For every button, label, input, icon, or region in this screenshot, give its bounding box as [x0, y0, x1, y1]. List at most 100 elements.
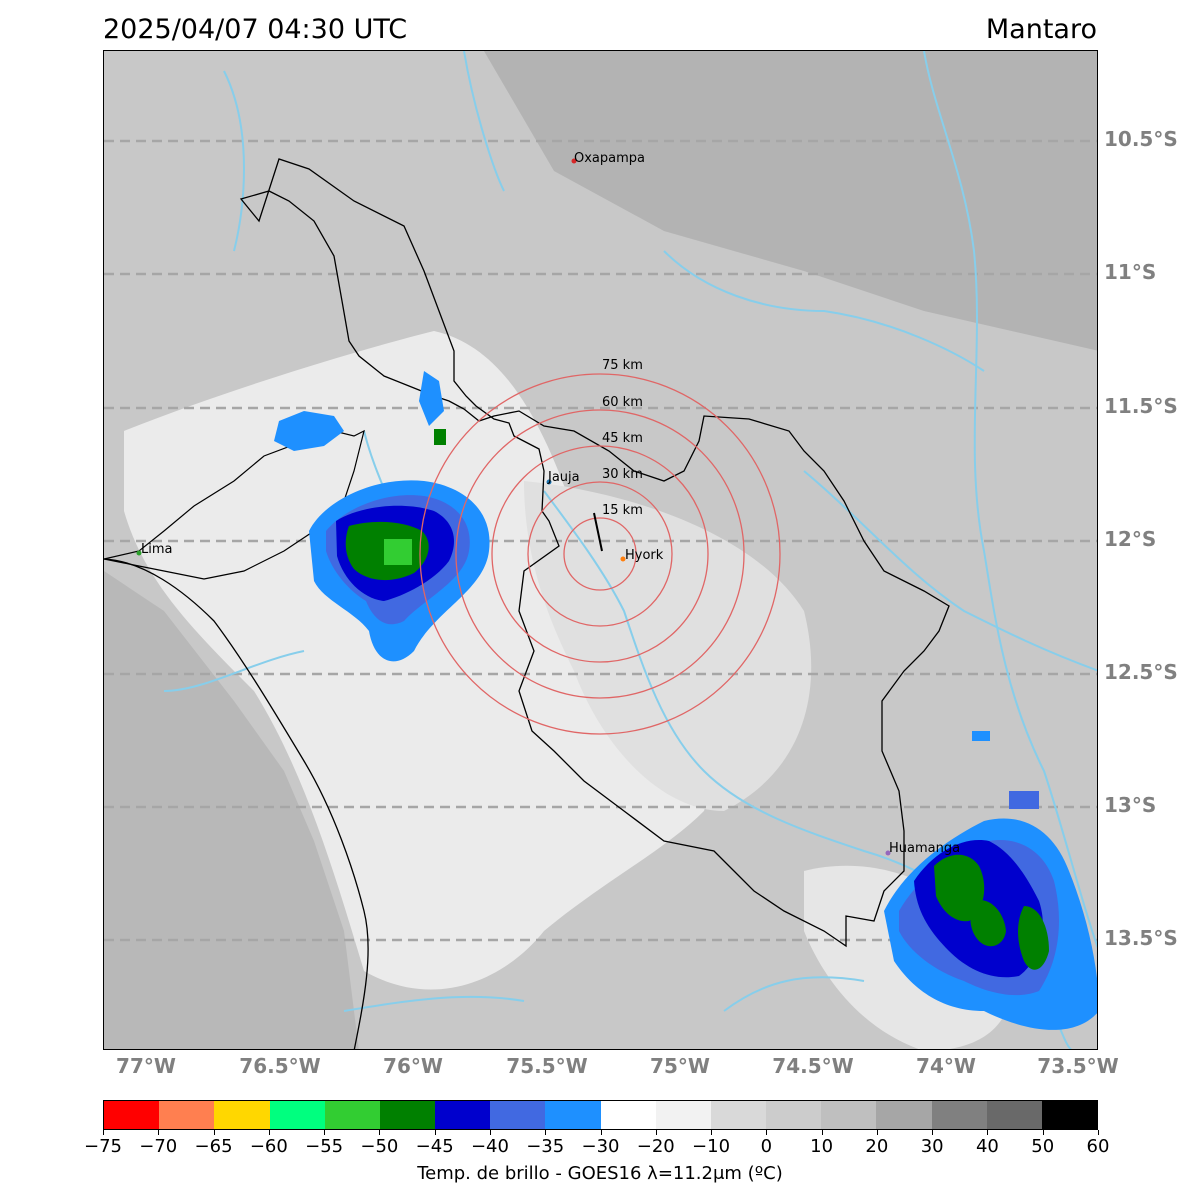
colorbar-segment — [821, 1101, 877, 1129]
ring-label-30km: 30 km — [602, 467, 643, 482]
colorbar-segment — [1041, 1101, 1098, 1129]
map-panel: 15 km 30 km 45 km 60 km 75 km Oxapampa J… — [103, 50, 1098, 1050]
cold-cloud-cluster-west — [274, 371, 490, 662]
colorbar-tick-mark — [489, 1130, 491, 1135]
colorbar-tick-label: −30 — [581, 1136, 620, 1157]
city-marker-jauja — [546, 479, 552, 485]
colorbar-tick-mark — [876, 1130, 878, 1135]
lon-label-74w: 74°W — [916, 1054, 976, 1078]
lima-region-outline — [104, 429, 365, 580]
lat-label-11s: 11°S — [1104, 260, 1157, 284]
colorbar-tick-label: −45 — [415, 1136, 454, 1157]
colorbar-tick-label: −40 — [470, 1136, 509, 1157]
city-label-hyork: Hyork — [625, 548, 664, 563]
colorbar-segment — [986, 1101, 1042, 1129]
city-marker-lima — [136, 550, 142, 556]
colorbar-tick-label: 60 — [1086, 1136, 1110, 1157]
colorbar-tick-mark — [158, 1130, 160, 1135]
lat-label-12-5s: 12.5°S — [1104, 660, 1178, 684]
colorbar-segment — [159, 1101, 215, 1129]
lat-label-13s: 13°S — [1104, 793, 1157, 817]
colorbar-tick-mark — [655, 1130, 657, 1135]
lon-label-76w: 76°W — [383, 1054, 443, 1078]
city-marker-hyork — [620, 556, 626, 562]
satellite-map: 15 km 30 km 45 km 60 km 75 km Oxapampa J… — [104, 51, 1097, 1049]
colorbar-tick-mark — [545, 1130, 547, 1135]
lat-label-11-5s: 11.5°S — [1104, 394, 1178, 418]
city-label-huamanga: Huamanga — [889, 841, 960, 856]
colorbar-tick-mark — [711, 1130, 713, 1135]
colorbar-tick-mark — [987, 1130, 989, 1135]
radar-beam-line — [593, 512, 603, 552]
city-marker-huamanga — [885, 850, 891, 856]
lat-gridlines — [104, 139, 1097, 942]
coastline — [104, 558, 369, 1049]
lon-label-77w: 77°W — [116, 1054, 176, 1078]
colorbar-segment — [269, 1101, 325, 1129]
cold-cloud-cluster-southeast — [884, 731, 1097, 1030]
colorbar-segment — [655, 1101, 711, 1129]
colorbar-tick-label: −20 — [636, 1136, 675, 1157]
lat-label-13-5s: 13.5°S — [1104, 926, 1178, 950]
colorbar-tick-label: −65 — [194, 1136, 233, 1157]
colorbar-tick-label: −35 — [526, 1136, 565, 1157]
colorbar-segment — [710, 1101, 767, 1129]
colorbar-segment — [876, 1101, 932, 1129]
lon-label-73-5w: 73.5°W — [1037, 1054, 1119, 1078]
colorbar-tick-mark — [1042, 1130, 1044, 1135]
map-timestamp: 2025/04/07 04:30 UTC — [103, 14, 408, 45]
colorbar-tick-label: 0 — [760, 1136, 773, 1157]
colorbar-tick-mark — [600, 1130, 602, 1135]
colorbar-segment — [600, 1101, 656, 1129]
colorbar-tick-label: −10 — [692, 1136, 731, 1157]
colorbar-tick-mark — [213, 1130, 215, 1135]
temperature-colorbar — [103, 1100, 1098, 1130]
ring-label-60km: 60 km — [602, 395, 643, 410]
colorbar-tick-mark — [434, 1130, 436, 1135]
colorbar-tick-mark — [766, 1130, 768, 1135]
colorbar-tick-label: 10 — [810, 1136, 834, 1157]
colorbar-segment — [324, 1101, 380, 1129]
colorbar-tick-mark — [103, 1130, 104, 1135]
colorbar-segment — [104, 1101, 160, 1129]
colorbar-tick-label: 30 — [920, 1136, 944, 1157]
city-label-oxapampa: Oxapampa — [574, 151, 645, 166]
colorbar-tick-mark — [932, 1130, 934, 1135]
ring-label-15km: 15 km — [602, 503, 643, 518]
colorbar-segment — [490, 1101, 546, 1129]
colorbar-tick-mark — [379, 1130, 381, 1135]
colorbar-tick-label: −75 — [84, 1136, 122, 1157]
colorbar-segment — [214, 1101, 270, 1129]
range-rings — [419, 373, 781, 735]
colorbar-tick-mark — [1098, 1130, 1099, 1135]
colorbar-tick-label: 40 — [975, 1136, 999, 1157]
colorbar-segment — [379, 1101, 436, 1129]
mantaro-basin-outline — [239, 158, 950, 948]
colorbar-tick-label: 20 — [865, 1136, 889, 1157]
colorbar-segment — [931, 1101, 987, 1129]
colorbar-tick-mark — [324, 1130, 326, 1135]
colorbar-tick-label: −70 — [139, 1136, 178, 1157]
colorbar-label: Temp. de brillo - GOES16 λ=11.2μm (ºC) — [417, 1163, 783, 1184]
city-marker-oxapampa — [571, 158, 577, 164]
city-label-jauja: Jauja — [547, 470, 580, 485]
lat-label-12s: 12°S — [1104, 527, 1157, 551]
lon-label-75w: 75°W — [650, 1054, 710, 1078]
colorbar-tick-mark — [821, 1130, 823, 1135]
colorbar-tick-label: 50 — [1031, 1136, 1055, 1157]
colorbar-segment — [766, 1101, 822, 1129]
colorbar-segment — [435, 1101, 491, 1129]
city-label-lima: Lima — [141, 542, 172, 557]
colorbar-tick-label: −55 — [305, 1136, 344, 1157]
lon-label-76-5w: 76.5°W — [239, 1054, 321, 1078]
colorbar-segment — [545, 1101, 601, 1129]
colorbar-tick-label: −60 — [249, 1136, 288, 1157]
colorbar-tick-mark — [268, 1130, 270, 1135]
colorbar-tick-label: −50 — [360, 1136, 399, 1157]
lat-label-10-5s: 10.5°S — [1104, 127, 1178, 151]
ring-label-75km: 75 km — [602, 358, 643, 373]
basin-title: Mantaro — [985, 14, 1097, 45]
lon-label-75-5w: 75.5°W — [506, 1054, 588, 1078]
ring-label-45km: 45 km — [602, 431, 643, 446]
lon-label-74-5w: 74.5°W — [772, 1054, 854, 1078]
